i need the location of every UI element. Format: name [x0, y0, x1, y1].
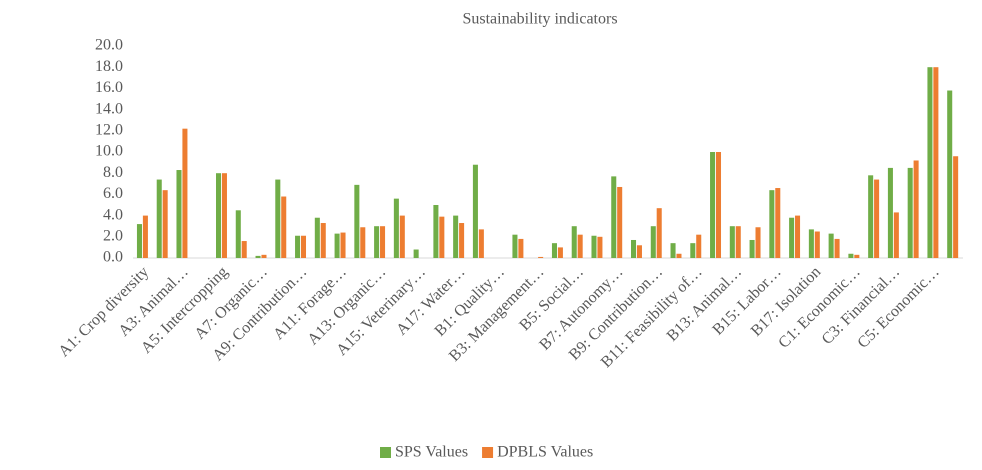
bar — [577, 234, 583, 258]
bar — [459, 223, 465, 258]
y-tick-label: 20.0 — [95, 37, 123, 54]
bar — [650, 226, 656, 258]
bar — [913, 160, 919, 258]
bar — [597, 236, 603, 258]
bar — [320, 223, 326, 258]
bar — [715, 152, 722, 258]
bar — [611, 176, 617, 258]
bar — [399, 215, 405, 258]
bar — [617, 186, 623, 258]
bar — [295, 235, 301, 258]
bar — [755, 227, 761, 258]
bar — [808, 229, 814, 258]
y-tick-label: 6.0 — [103, 185, 123, 202]
bar — [591, 235, 597, 258]
bar — [176, 170, 182, 258]
legend-label: SPS Values — [395, 444, 468, 461]
y-tick-label: 18.0 — [95, 58, 123, 75]
bar — [874, 179, 880, 258]
bar — [769, 190, 775, 258]
y-tick-label: 8.0 — [103, 164, 123, 181]
bar — [538, 256, 544, 258]
bar — [834, 238, 840, 258]
bar — [281, 196, 287, 258]
bar — [696, 234, 702, 258]
bar — [868, 175, 874, 258]
bar — [354, 184, 360, 258]
bar — [749, 239, 755, 258]
bar — [656, 208, 662, 258]
y-tick-label: 10.0 — [95, 143, 123, 160]
y-tick-label: 4.0 — [103, 206, 123, 223]
bar — [374, 226, 380, 258]
bar — [854, 254, 860, 258]
legend-swatch — [482, 447, 494, 458]
bar — [360, 227, 366, 258]
bar — [314, 217, 320, 258]
y-tick-label: 16.0 — [95, 79, 123, 96]
bar — [439, 216, 445, 258]
bar — [380, 226, 386, 258]
bar — [789, 217, 795, 258]
bar — [136, 224, 142, 258]
bar — [255, 255, 261, 258]
bar — [340, 232, 346, 258]
bar — [156, 179, 162, 258]
bar — [433, 205, 439, 258]
legend-label: DPBLS Values — [497, 444, 593, 461]
bar — [710, 152, 716, 258]
bar — [947, 90, 953, 259]
y-tick-label: 0.0 — [103, 249, 123, 266]
y-tick-label: 2.0 — [103, 227, 123, 244]
bar — [300, 235, 307, 258]
bar — [907, 167, 913, 258]
y-tick-label: 14.0 — [95, 100, 123, 117]
bar — [887, 167, 893, 258]
bar — [953, 156, 959, 258]
bar — [775, 188, 781, 258]
bar — [795, 215, 801, 258]
bar — [631, 239, 637, 258]
bar — [334, 233, 340, 258]
bar — [814, 231, 820, 258]
bar — [933, 67, 939, 258]
bar — [261, 254, 267, 258]
bar — [512, 234, 518, 258]
bar — [848, 253, 854, 258]
bar — [221, 173, 227, 258]
bar — [241, 241, 247, 258]
bar — [393, 198, 399, 258]
bar — [182, 128, 188, 258]
bar — [551, 243, 557, 258]
bar — [235, 210, 241, 258]
bar — [472, 164, 478, 258]
bar — [571, 226, 577, 258]
bar — [478, 229, 484, 258]
bar — [557, 247, 563, 258]
bar — [729, 226, 735, 258]
chart-title: Sustainability indicators — [462, 11, 617, 28]
bar — [828, 233, 834, 258]
bar — [216, 173, 222, 258]
bar — [275, 179, 281, 258]
legend-swatch — [380, 447, 391, 458]
bar — [142, 215, 148, 258]
bar — [670, 243, 676, 258]
bar — [690, 243, 696, 258]
y-tick-label: 12.0 — [95, 121, 123, 138]
bar — [927, 67, 933, 258]
bar — [413, 249, 419, 258]
bar — [453, 215, 459, 258]
bar — [636, 245, 642, 258]
bar — [735, 226, 741, 258]
bar — [676, 253, 682, 258]
bar — [518, 238, 524, 258]
bar — [893, 212, 899, 258]
bar — [162, 190, 168, 258]
